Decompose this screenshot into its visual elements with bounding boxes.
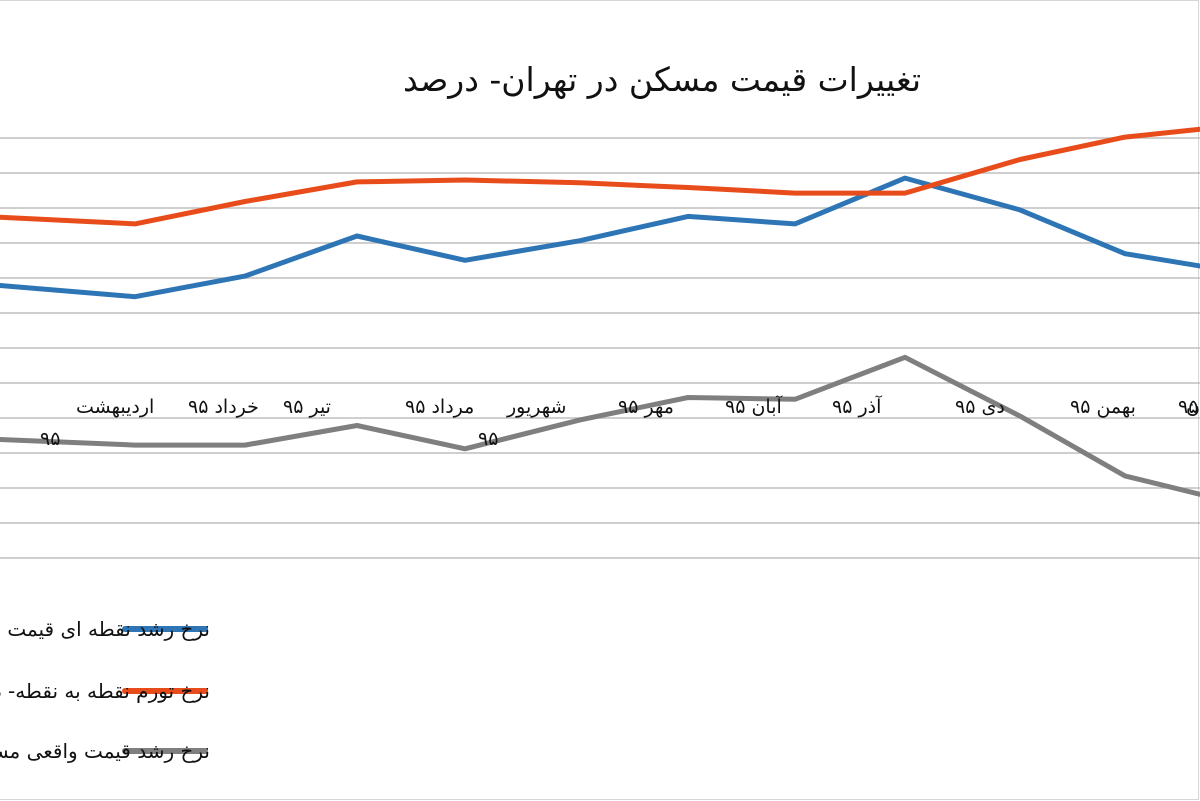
legend: نرخ رشد نقطه ای قیمت مسکن (تغییرات قیمت … xyxy=(0,617,210,763)
x-tick-label: آذر ۹۵ xyxy=(832,394,882,418)
series-line-1 xyxy=(0,175,1200,300)
series-line-3 xyxy=(0,354,1200,497)
x-tick-label: اسفند ۹۵ xyxy=(1178,396,1200,418)
x-axis-tick-labels: اردیبهشت ۹۵ خرداد ۹۵ تیر ۹۵ مرداد ۹۵ شهریور ۹۵… xyxy=(40,394,1200,450)
gridlines xyxy=(0,137,1200,559)
x-tick-label: آبان ۹۵ xyxy=(725,394,782,418)
x-tick-label: مرداد ۹۵ xyxy=(405,396,474,418)
x-tick-label: بهمن ۹۵ xyxy=(1070,396,1136,418)
legend-label-1: نرخ رشد نقطه ای قیمت مسکن (تغییرات قیمت … xyxy=(0,617,210,641)
x-tick-label: تیر ۹۵ xyxy=(283,396,331,418)
series-lines xyxy=(0,126,1200,497)
x-tick-label: اردیبهشت ۹۵ xyxy=(40,396,154,450)
legend-label-2: نرخ تورم نقطه به نقطه- درصد xyxy=(0,679,210,703)
chart-title: تغییرات قیمت مسکن در تهران- درصد xyxy=(403,60,921,99)
series-line-2 xyxy=(0,126,1200,227)
x-tick-label: مهر ۹۵ xyxy=(618,396,674,418)
x-tick-label-partial: ن xyxy=(1186,396,1200,418)
x-tick-label: خرداد ۹۵ xyxy=(188,396,259,418)
x-tick-label: شهریور ۹۵ xyxy=(478,396,566,450)
legend-label-3: نرخ رشد قیمت واقعی مسکن xyxy=(0,739,210,763)
x-tick-label: دی ۹۵ xyxy=(955,396,1005,418)
